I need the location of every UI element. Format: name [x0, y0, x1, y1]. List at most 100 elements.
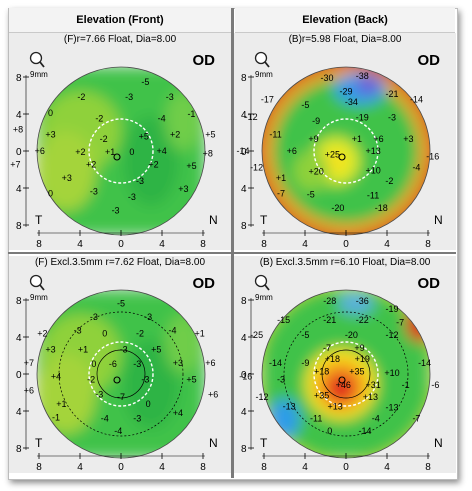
elevation-value: -21 — [323, 315, 336, 325]
nasal-label: N — [434, 436, 443, 450]
elevation-value: -3 — [74, 326, 82, 336]
elevation-value: -2 — [100, 134, 108, 144]
exclusion-ring-outer — [58, 311, 184, 437]
x-tick-label: 8 — [261, 239, 267, 250]
elevation-value: -12 — [250, 162, 263, 172]
elevation-value: +13 — [363, 392, 378, 402]
y-tick-label: 8 — [241, 73, 247, 84]
x-tick-label: 4 — [384, 239, 390, 250]
y-tick-label: 8 — [16, 296, 22, 307]
nasal-label: N — [209, 213, 218, 227]
elevation-value: -16 — [239, 372, 252, 382]
map-front-excl[interactable]: (F) Excl.3.5mm r=7.62 Float, Dia=8.00 -5 -… — [9, 256, 231, 473]
map-subtitle: (F)r=7.66 Float, Dia=8.00 — [63, 34, 177, 45]
elevation-value: +6 — [205, 358, 215, 368]
x-tick-label: 8 — [425, 239, 431, 250]
x-tick-label: 8 — [36, 462, 42, 473]
elevation-value: +2 — [170, 130, 180, 140]
pupil-zone-outline — [88, 118, 154, 184]
elevation-value: +1 — [276, 173, 286, 183]
y-tick-label: 0 — [241, 147, 247, 158]
elevation-value: -38 — [356, 71, 369, 81]
y-tick-label: 8 — [16, 73, 22, 84]
elevation-value: -12 — [255, 392, 268, 402]
elevation-value: -7 — [396, 318, 404, 328]
elevation-value: -3 — [133, 359, 141, 369]
elevation-value: +5 — [186, 161, 196, 171]
header-elevation-back: Elevation (Back) — [235, 8, 455, 33]
elevation-value: -6 — [431, 380, 439, 390]
elevation-value: -11 — [367, 190, 379, 200]
elevation-value: -30 — [321, 73, 334, 83]
elevation-value: +7 — [24, 358, 34, 368]
elevation-value: +10 — [384, 368, 399, 378]
elevation-value: -9 — [312, 116, 320, 126]
elevation-value: +1 — [194, 328, 204, 338]
elevation-value: +3 — [45, 130, 55, 140]
nasal-label: N — [434, 213, 443, 227]
x-tick-label: 4 — [384, 462, 390, 473]
zoom-icon[interactable] — [254, 51, 270, 71]
elevation-value: +4 — [51, 372, 61, 382]
x-tick-label: 8 — [425, 462, 431, 473]
zoom-icon[interactable] — [29, 274, 45, 294]
elevation-value: -3 — [95, 390, 103, 400]
elevation-value: +8 — [203, 149, 213, 159]
elevation-value: 0 — [129, 147, 134, 157]
elevation-value: +25 — [325, 149, 340, 159]
elevation-value: +3 — [45, 345, 55, 355]
elevation-value: +6 — [24, 385, 34, 395]
x-tick-label: 4 — [302, 239, 308, 250]
elevation-value: -7 — [277, 188, 285, 198]
elevation-value: -19 — [386, 304, 399, 314]
map-subtitle: (F) Excl.3.5mm r=7.62 Float, Dia=8.00 — [34, 257, 206, 268]
elevation-value: +4 — [157, 146, 167, 156]
zoom-label: 9mm — [30, 293, 48, 302]
temporal-label: T — [35, 213, 43, 227]
elevation-value: -4 — [114, 426, 122, 436]
elevation-value: -3 — [277, 374, 285, 384]
elevation-value: -3 — [128, 192, 136, 202]
elevation-value: +6 — [287, 146, 297, 156]
center-marker — [113, 376, 121, 384]
elevation-value: +2 — [37, 328, 47, 338]
elevation-value: +13 — [365, 146, 380, 156]
y-tick-label: 8 — [16, 221, 22, 232]
elevation-value: +5 — [139, 131, 149, 141]
elevation-value: 0 — [91, 359, 96, 369]
elevation-value: -14 — [237, 146, 250, 156]
elevation-value: -5 — [301, 330, 309, 340]
map-front-float[interactable]: (F)r=7.66 Float, Dia=8.00 -5 -2 -3 -3 0 -2 -4 -1… — [9, 33, 231, 250]
elevation-value: -3 — [388, 112, 396, 122]
y-tick-label: 4 — [16, 184, 22, 195]
x-tick-label: 4 — [77, 462, 83, 473]
elevation-value: -4 — [168, 326, 176, 336]
elevation-value: -5 — [301, 100, 309, 110]
elevation-value: -1 — [402, 380, 410, 390]
elevation-value: -14 — [269, 358, 282, 368]
elevation-value: -7 — [117, 392, 125, 402]
elevation-value: -15 — [277, 315, 290, 325]
elevation-value: +5 — [186, 374, 196, 384]
zoom-icon[interactable] — [254, 274, 270, 294]
color-map — [37, 290, 205, 458]
y-tick-label: 8 — [241, 444, 247, 455]
elevation-value: +1 — [105, 147, 115, 157]
center-marker — [338, 153, 346, 161]
elevation-value: +46 — [336, 380, 351, 390]
y-tick-label: 0 — [241, 370, 247, 381]
x-tick-label: 8 — [200, 239, 206, 250]
map-back-excl[interactable]: (B) Excl.3.5mm r=6.10 Float, Dia=8.00 -28… — [234, 256, 456, 473]
elevation-value: -3 — [90, 312, 98, 322]
center-marker — [338, 376, 346, 384]
elevation-value: -11 — [269, 130, 281, 140]
elevation-value: -22 — [356, 315, 369, 325]
elevation-value: +2 — [86, 160, 96, 170]
temporal-label: T — [260, 436, 268, 450]
map-back-float[interactable]: (B)r=5.98 Float, Dia=8.00 -30 -38 -29 -21 -17… — [234, 33, 456, 250]
elevation-value: -3 — [136, 176, 144, 186]
zoom-icon[interactable] — [29, 51, 45, 71]
exclusion-ring-outer — [283, 311, 409, 437]
elevation-value: -3 — [133, 413, 141, 423]
elevation-value: +1 — [78, 345, 88, 355]
